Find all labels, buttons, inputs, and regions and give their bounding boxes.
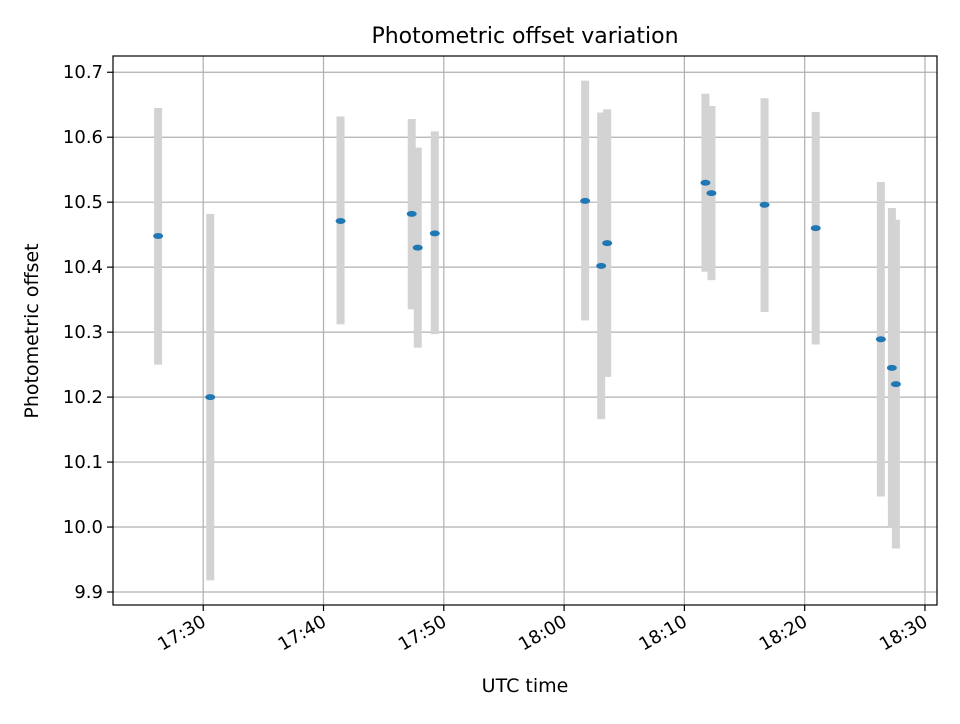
plot-area xyxy=(112,55,938,606)
x-axis-ticks: 17:30 17:40 17:50 18:00 18:10 18:20 18:30 xyxy=(154,605,931,655)
x-tick-label: 18:00 xyxy=(515,611,570,655)
x-tick-label: 17:50 xyxy=(395,611,450,655)
data-point xyxy=(875,336,886,343)
data-point xyxy=(706,190,717,197)
y-tick-label: 10.2 xyxy=(63,387,103,408)
data-point xyxy=(596,262,607,269)
data-point xyxy=(429,230,440,237)
y-axis-ticks: 9.9 10.0 10.1 10.2 10.3 10.4 10.5 10.6 10.7 xyxy=(63,62,113,603)
x-tick-label: 18:30 xyxy=(876,611,931,655)
y-axis-label: Photometric offset xyxy=(21,243,43,418)
x-tick-label: 17:30 xyxy=(154,611,209,655)
data-point xyxy=(580,197,591,204)
x-tick-label: 18:10 xyxy=(635,611,690,655)
data-point xyxy=(406,210,417,217)
data-point xyxy=(412,244,423,251)
data-point xyxy=(602,240,613,247)
y-tick-label: 10.4 xyxy=(63,257,103,278)
y-tick-label: 10.7 xyxy=(63,62,103,83)
x-tick-label: 18:20 xyxy=(756,611,811,655)
data-point xyxy=(700,179,711,186)
data-point xyxy=(886,364,897,371)
data-point xyxy=(810,225,821,232)
chart-title: Photometric offset variation xyxy=(371,24,678,49)
y-tick-label: 10.0 xyxy=(63,517,103,538)
x-tick-label: 17:40 xyxy=(275,611,330,655)
data-point xyxy=(205,394,216,401)
data-points xyxy=(153,179,901,401)
y-tick-label: 10.5 xyxy=(63,192,103,213)
data-point xyxy=(153,232,164,239)
data-point xyxy=(890,381,901,388)
y-tick-label: 10.3 xyxy=(63,322,103,343)
error-bars xyxy=(154,80,900,581)
x-axis-label: UTC time xyxy=(482,675,569,697)
y-tick-label: 9.9 xyxy=(74,582,103,603)
y-tick-label: 10.1 xyxy=(63,452,103,473)
y-tick-label: 10.6 xyxy=(63,127,103,148)
data-point xyxy=(759,201,770,208)
data-point xyxy=(335,218,346,225)
grid-lines xyxy=(113,56,937,605)
